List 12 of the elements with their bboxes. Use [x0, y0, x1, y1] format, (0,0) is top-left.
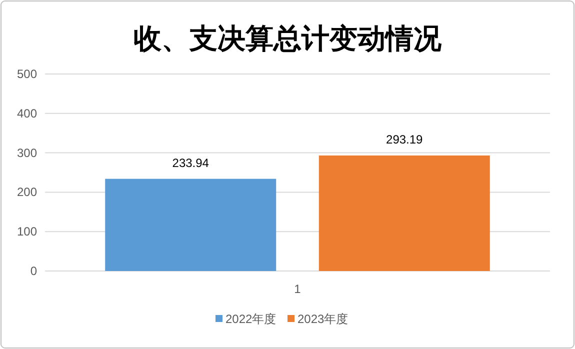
- y-tick-label: 200: [16, 185, 38, 200]
- x-tick-label: 1: [294, 282, 302, 296]
- data-label: 293.19: [386, 132, 424, 146]
- y-tick-label: 400: [16, 106, 38, 120]
- y-tick-label: 500: [16, 67, 38, 81]
- legend-label: 2023年度: [298, 312, 348, 326]
- data-label: 233.94: [172, 156, 210, 170]
- legend-label: 2022年度: [226, 312, 276, 326]
- y-tick-label: 0: [30, 264, 38, 278]
- y-tick-label: 100: [16, 224, 38, 239]
- y-tick-label: 300: [16, 146, 38, 160]
- chart-title: 收、支决算总计变动情况: [134, 22, 442, 55]
